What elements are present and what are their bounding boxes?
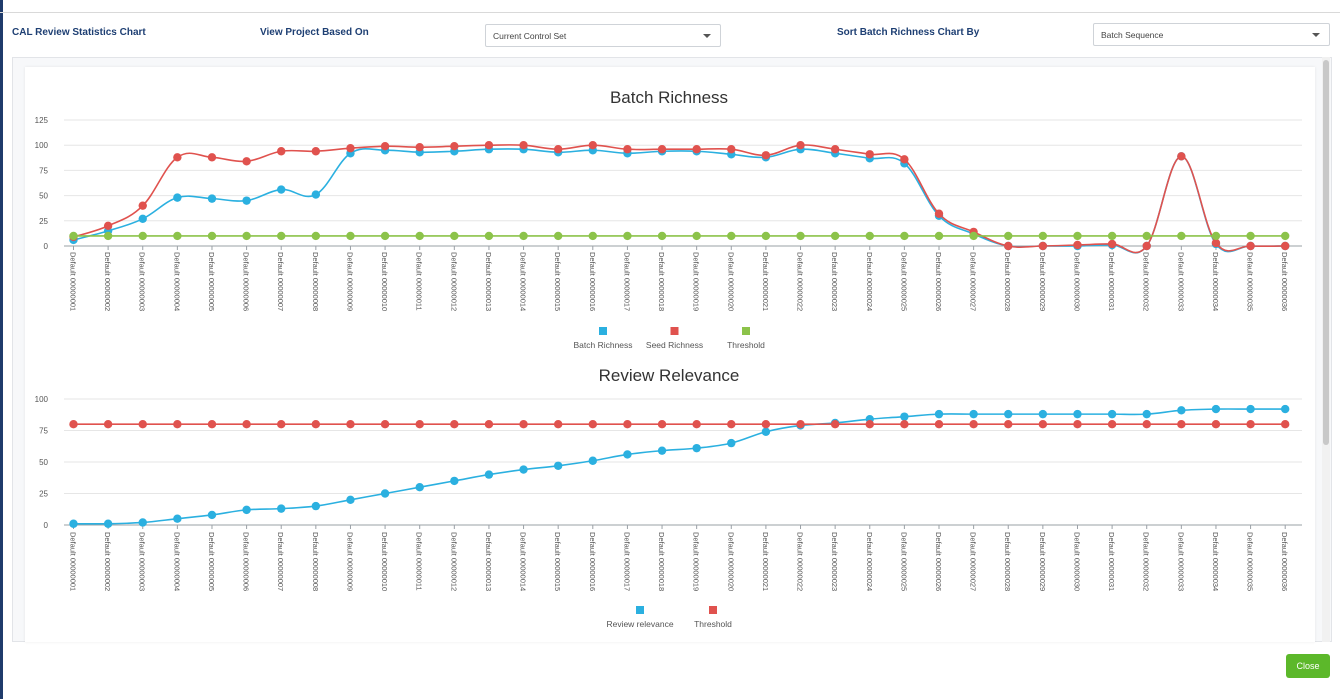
- chart-card: [25, 67, 1315, 642]
- view-project-select[interactable]: Current Control Set: [485, 24, 721, 47]
- window-left-edge: [0, 0, 3, 699]
- top-divider: [0, 12, 1340, 13]
- sort-batch-select[interactable]: Batch Sequence: [1093, 23, 1330, 46]
- sort-batch-value: Batch Sequence: [1101, 30, 1164, 40]
- view-project-label: View Project Based On: [260, 27, 369, 38]
- chevron-down-icon: [1312, 33, 1320, 37]
- sort-batch-label: Sort Batch Richness Chart By: [837, 27, 980, 38]
- page-title: CAL Review Statistics Chart: [12, 27, 146, 38]
- scrollbar-thumb[interactable]: [1323, 60, 1329, 445]
- view-project-value: Current Control Set: [493, 31, 567, 41]
- close-button[interactable]: Close: [1286, 654, 1330, 678]
- chevron-down-icon: [703, 34, 711, 38]
